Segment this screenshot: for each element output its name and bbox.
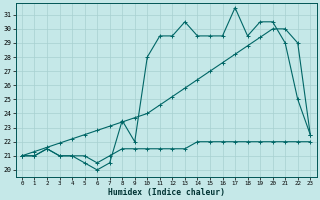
X-axis label: Humidex (Indice chaleur): Humidex (Indice chaleur) xyxy=(108,188,225,197)
